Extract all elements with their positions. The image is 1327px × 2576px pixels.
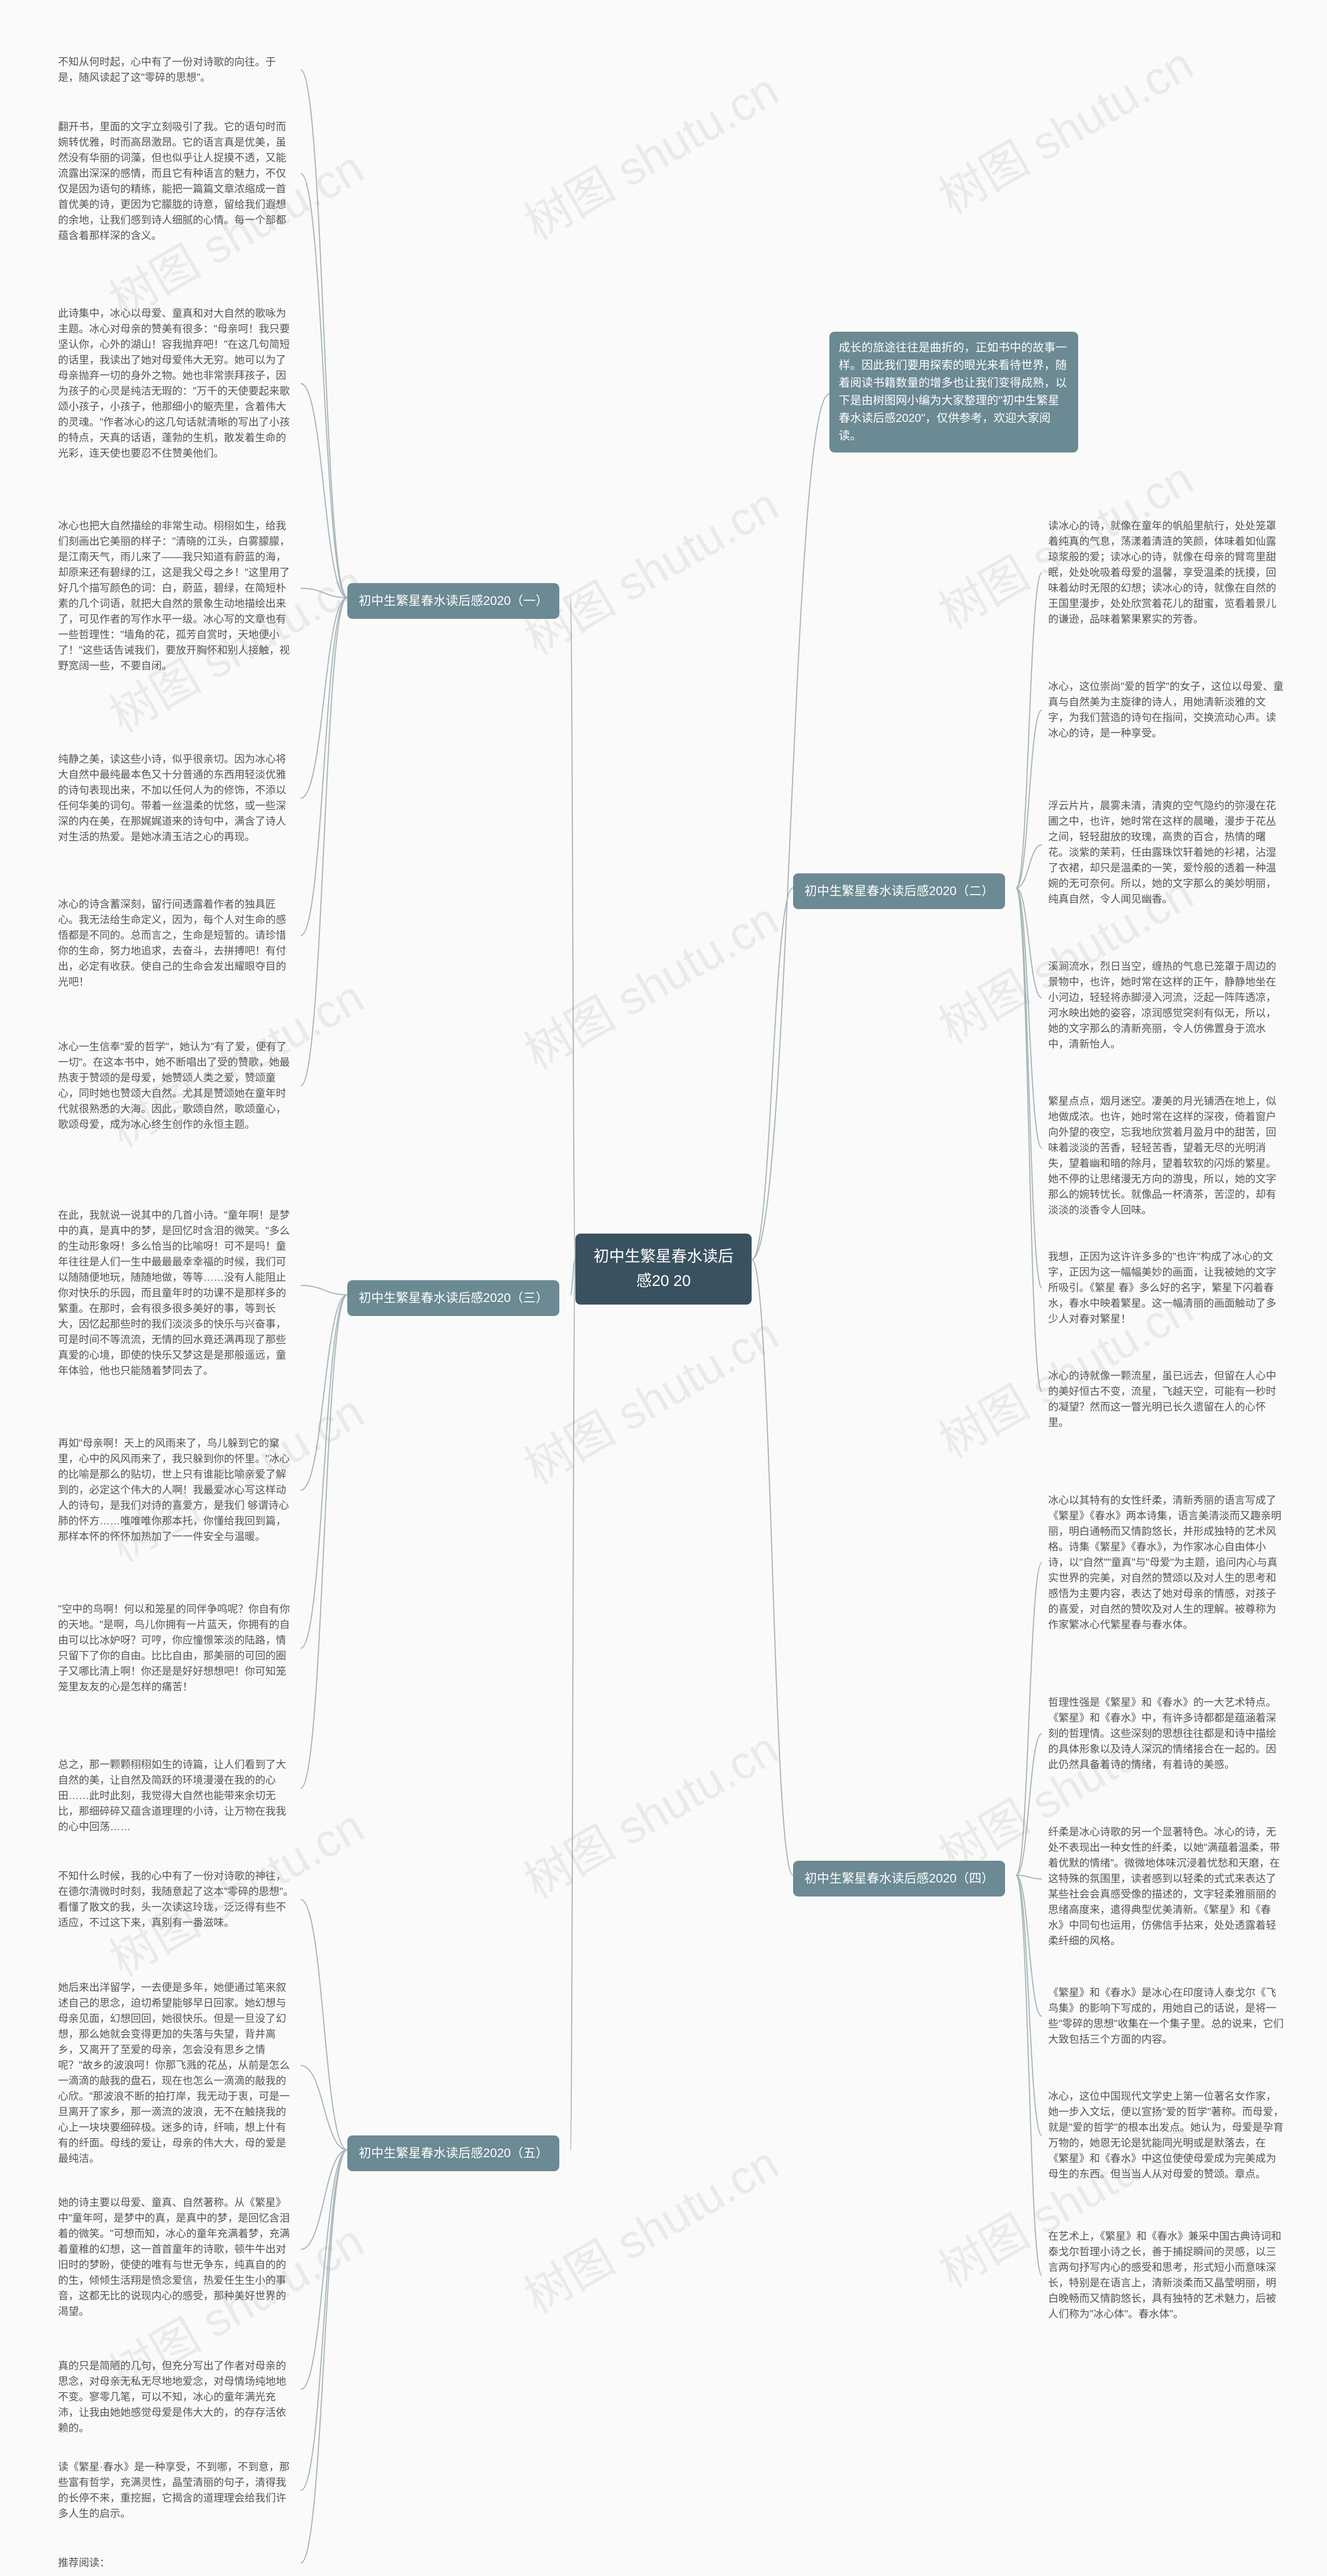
leaf-node: 冰心的诗含蓄深刻，留行间透露着作者的独具匠心。我无法给生命定义，因为，每个人对生… bbox=[52, 891, 301, 995]
intro-node: 成长的旅途往往是曲折的，正如书中的故事一样。因此我们要用探索的眼光来看待世界，随… bbox=[829, 332, 1078, 452]
leaf-text: 在艺术上，《繁星》和《春水》兼采中国古典诗词和泰戈尔哲理小诗之长，善于捕捉瞬间的… bbox=[1048, 2231, 1281, 2320]
leaf-text: 总之，那一颗颗栩栩如生的诗篇，让人们看到了大自然的美，让自然及简跃的环境漫漫在我… bbox=[58, 1759, 286, 1833]
leaf-text: 哲理性强是《繁星》和《春水》的一大艺术特点。《繁星》和《春水》中，有许多诗都都是… bbox=[1048, 1697, 1276, 1771]
leaf-text: 翻开书，里面的文字立刻吸引了我。它的语句时而婉转优雅，时而高昂激昂。它的语言真是… bbox=[58, 121, 286, 242]
leaf-node: 纤柔是冰心诗歌的另一个显著特色。冰心的诗，无处不表现出一种女性的纤柔，以她"满蕴… bbox=[1042, 1819, 1291, 1954]
leaf-node: 冰心，这位中国现代文学史上第一位著名女作家，她一步入文坛，便以宣扬"爱的哲学"著… bbox=[1042, 2084, 1291, 2187]
center-title: 初中生繁星春水读后感20 20 bbox=[594, 1248, 733, 1290]
watermark: 树图 shutu.cn bbox=[510, 468, 788, 667]
leaf-text: 读《繁星·春水》是一种享受，不到哪，不到意，那些富有哲学，充满灵性，晶莹清丽的句… bbox=[58, 2461, 290, 2520]
center-node: 初中生繁星春水读后感20 20 bbox=[575, 1234, 752, 1305]
section-title: 初中生繁星春水读后感2020（四） bbox=[804, 1872, 994, 1886]
section-title: 初中生繁星春水读后感2020（三） bbox=[359, 1291, 548, 1305]
section-title: 初中生繁星春水读后感2020（一） bbox=[359, 594, 548, 608]
section-node: 初中生繁星春水读后感2020（二） bbox=[793, 873, 1005, 909]
watermark: 树图 shutu.cn bbox=[925, 27, 1203, 227]
leaf-text: 溪涧流水，烈日当空，缠热的气息已笼罩于周边的景物中，也许，她时常在这样的正午，静… bbox=[1048, 961, 1276, 1050]
watermark: 树图 shutu.cn bbox=[510, 1297, 788, 1496]
leaf-node: 不知从何时起，心中有了一份对诗歌的向往。于是，随风读起了这"零碎的思想"。 bbox=[52, 49, 301, 91]
leaf-text: 冰心，这位中国现代文学史上第一位著名女作家，她一步入文坛，便以宣扬"爱的哲学"著… bbox=[1048, 2091, 1283, 2180]
section-title: 初中生繁星春水读后感2020（五） bbox=[359, 2146, 548, 2160]
leaf-text: 冰心的诗含蓄深刻，留行间透露着作者的独具匠心。我无法给生命定义，因为，每个人对生… bbox=[58, 899, 286, 988]
leaf-node: 翻开书，里面的文字立刻吸引了我。它的语句时而婉转优雅，时而高昂激昂。它的语言真是… bbox=[52, 114, 301, 249]
leaf-text: 《繁星》和《春水》是冰心在印度诗人泰戈尔《飞鸟集》的影响下写成的，用她自己的话说… bbox=[1048, 1987, 1283, 2045]
leaf-text: 冰心以其特有的女性纤柔，清新秀丽的语言写成了《繁星》《春水》两本诗集，语言美清淡… bbox=[1048, 1495, 1281, 1631]
leaf-text: 冰心的诗就像一颗流星，虽已远去，但留在人心中的美好恒古不变，流星，飞越天空，可能… bbox=[1048, 1370, 1276, 1428]
leaf-text: 不知什么时候，我的心中有了一份对诗歌的神往，在德尔清微时时刻，我随意起了这本"零… bbox=[58, 1871, 293, 1929]
leaf-node: 《繁星》和《春水》是冰心在印度诗人泰戈尔《飞鸟集》的影响下写成的，用她自己的话说… bbox=[1042, 1980, 1291, 2053]
leaf-text: 浮云片片，晨雾未清，清爽的空气隐约的弥漫在花圃之中，也许，她时常在这样的晨曦，漫… bbox=[1048, 800, 1276, 905]
leaf-node: 在此，我就说一说其中的几首小诗。"童年啊！是梦中的真，是真中的梦，是回忆时含泪的… bbox=[52, 1202, 301, 1384]
leaf-text: 此诗集中，冰心以母爱、童真和对大自然的歌咏为主题。冰心对母亲的赞美有很多："母亲… bbox=[58, 308, 290, 459]
leaf-node: 溪涧流水，烈日当空，缠热的气息已笼罩于周边的景物中，也许，她时常在这样的正午，静… bbox=[1042, 954, 1291, 1057]
leaf-text: 读冰心的诗，就像在童年的帆船里航行，处处笼罩着纯真的气息，荡漾着清涟的笑颜，体味… bbox=[1048, 520, 1276, 625]
leaf-text: 我想，正因为这许许多多的"也许"构成了冰心的文字，正因为这一幅幅美妙的画面，让我… bbox=[1048, 1251, 1276, 1325]
leaf-text: 冰心，这位崇尚"爱的哲学"的女子，这位以母爱、童真与自然美为主旋律的诗人，用她清… bbox=[1048, 681, 1283, 739]
leaf-text: 纤柔是冰心诗歌的另一个显著特色。冰心的诗，无处不表现出一种女性的纤柔，以她"满蕴… bbox=[1048, 1827, 1280, 1947]
leaf-node: 哲理性强是《繁星》和《春水》的一大艺术特点。《繁星》和《春水》中，有许多诗都都是… bbox=[1042, 1690, 1291, 1778]
section-node: 初中生繁星春水读后感2020（四） bbox=[793, 1861, 1005, 1896]
leaf-node: 她后来出洋留学，一去便是多年，她便通过笔来叙述自己的思念，迫切希望能够早日回家。… bbox=[52, 1975, 301, 2172]
leaf-text: 不知从何时起，心中有了一份对诗歌的向往。于是，随风读起了这"零碎的思想"。 bbox=[58, 56, 276, 83]
leaf-node: 读冰心的诗，就像在童年的帆船里航行，处处笼罩着纯真的气息，荡漾着清涟的笑颜，体味… bbox=[1042, 513, 1291, 632]
leaf-text: 冰心一生信奉"爱的哲学"，她认为"有了爱，便有了一切"。在这本书中，她不断唱出了… bbox=[58, 1041, 290, 1130]
leaf-text: 她的诗主要以母爱、童真、自然著称。从《繁星》中"童年呵，是梦中的真，是真中的梦，… bbox=[58, 2197, 290, 2317]
leaf-node: 纯静之美，读这些小诗，似乎很亲切。因为冰心将大自然中最纯最本色又十分普通的东西用… bbox=[52, 746, 301, 850]
watermark: 树图 shutu.cn bbox=[510, 1711, 788, 1911]
leaf-text: 繁星点点，烟月迷空。凄美的月光铺洒在地上，似地做成浓。也许，她时常在这样的深夜，… bbox=[1048, 1096, 1276, 1216]
leaf-node: 总之，那一颗颗栩栩如生的诗篇，让人们看到了大自然的美，让自然及简跃的环境漫漫在我… bbox=[52, 1752, 301, 1840]
leaf-text: "空中的鸟啊！何以和笼星的同伴争鸣呢？你自有你的天地。"是啊，鸟儿你拥有一片蓝天… bbox=[58, 1604, 290, 1693]
leaf-node: 真的只是简陋的几句，但充分写出了作者对母亲的思念，对母亲无私无尽地地爱念，对母情… bbox=[52, 2353, 301, 2441]
leaf-node: 冰心以其特有的女性纤柔，清新秀丽的语言写成了《繁星》《春水》两本诗集，语言美清淡… bbox=[1042, 1488, 1291, 1638]
leaf-text: 在此，我就说一说其中的几首小诗。"童年啊！是梦中的真，是真中的梦，是回忆时含泪的… bbox=[58, 1210, 290, 1377]
watermark: 树图 shutu.cn bbox=[510, 882, 788, 1082]
leaf-node: 推荐阅读： bbox=[52, 2550, 301, 2576]
leaf-node: 浮云片片，晨雾未清，清爽的空气隐约的弥漫在花圃之中，也许，她时常在这样的晨曦，漫… bbox=[1042, 793, 1291, 912]
intro-text: 成长的旅途往往是曲折的，正如书中的故事一样。因此我们要用探索的眼光来看待世界，随… bbox=[839, 341, 1067, 442]
leaf-node: 她的诗主要以母爱、童真、自然著称。从《繁星》中"童年呵，是梦中的真，是真中的梦，… bbox=[52, 2190, 301, 2325]
leaf-node: 我想，正因为这许许多多的"也许"构成了冰心的文字，正因为这一幅幅美妙的画面，让我… bbox=[1042, 1244, 1291, 1332]
leaf-text: 再如"母亲啊！天上的风雨来了，鸟儿躲到它的窠里，心中的风风雨来了，我只躲到你的怀… bbox=[58, 1438, 290, 1542]
section-title: 初中生繁星春水读后感2020（二） bbox=[804, 884, 994, 898]
leaf-node: 在艺术上，《繁星》和《春水》兼采中国古典诗词和泰戈尔哲理小诗之长，善于捕捉瞬间的… bbox=[1042, 2224, 1291, 2327]
leaf-text: 真的只是简陋的几句，但充分写出了作者对母亲的思念，对母亲无私无尽地地爱念，对母情… bbox=[58, 2360, 286, 2434]
leaf-node: 再如"母亲啊！天上的风雨来了，鸟儿躲到它的窠里，心中的风风雨来了，我只躲到你的怀… bbox=[52, 1431, 301, 1550]
leaf-node: 读《繁星·春水》是一种享受，不到哪，不到意，那些富有哲学，充满灵性，晶莹清丽的句… bbox=[52, 2454, 301, 2527]
leaf-node: 冰心，这位崇尚"爱的哲学"的女子，这位以母爱、童真与自然美为主旋律的诗人，用她清… bbox=[1042, 674, 1291, 746]
leaf-text: 纯静之美，读这些小诗，似乎很亲切。因为冰心将大自然中最纯最本色又十分普通的东西用… bbox=[58, 754, 286, 843]
leaf-node: "空中的鸟啊！何以和笼星的同伴争鸣呢？你自有你的天地。"是啊，鸟儿你拥有一片蓝天… bbox=[52, 1596, 301, 1700]
leaf-node: 繁星点点，烟月迷空。凄美的月光铺洒在地上，似地做成浓。也许，她时常在这样的深夜，… bbox=[1042, 1088, 1291, 1223]
leaf-text: 推荐阅读： bbox=[58, 2557, 110, 2569]
leaf-node: 此诗集中，冰心以母爱、童真和对大自然的歌咏为主题。冰心对母亲的赞美有很多："母亲… bbox=[52, 301, 301, 466]
leaf-node: 冰心的诗就像一颗流星，虽已远去，但留在人心中的美好恒古不变，流星，飞越天空，可能… bbox=[1042, 1363, 1291, 1436]
leaf-node: 冰心也把大自然描绘的非常生动。栩栩如生，给我们刻画出它美丽的样子："清晓的江头，… bbox=[52, 513, 301, 679]
leaf-node: 不知什么时候，我的心中有了一份对诗歌的神往，在德尔清微时时刻，我随意起了这本"零… bbox=[52, 1863, 301, 1936]
section-node: 初中生繁星春水读后感2020（五） bbox=[347, 2135, 559, 2171]
watermark: 树图 shutu.cn bbox=[510, 53, 788, 252]
leaf-text: 她后来出洋留学，一去便是多年，她便通过笔来叙述自己的思念，迫切希望能够早日回家。… bbox=[58, 1982, 290, 2164]
leaf-node: 冰心一生信奉"爱的哲学"，她认为"有了爱，便有了一切"。在这本书中，她不断唱出了… bbox=[52, 1034, 301, 1138]
section-node: 初中生繁星春水读后感2020（三） bbox=[347, 1280, 559, 1316]
section-node: 初中生繁星春水读后感2020（一） bbox=[347, 583, 559, 619]
leaf-text: 冰心也把大自然描绘的非常生动。栩栩如生，给我们刻画出它美丽的样子："清晓的江头，… bbox=[58, 520, 290, 672]
